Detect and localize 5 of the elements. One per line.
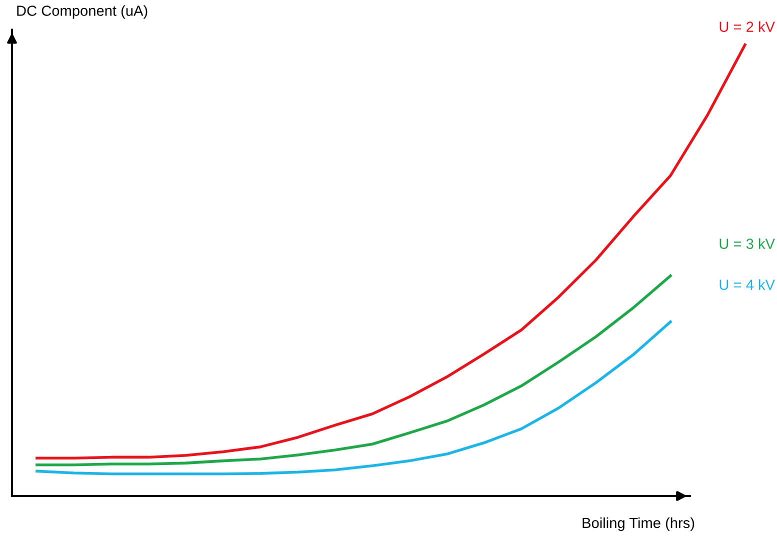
y-axis-title: DC Component (uA) [17,5,148,19]
text: U = 4 kV [720,279,775,290]
text: U = 3 kV [720,238,775,249]
x-axis-title: Boiling Time (hrs) [582,517,694,531]
series-label: U = 2 kV [720,21,775,32]
